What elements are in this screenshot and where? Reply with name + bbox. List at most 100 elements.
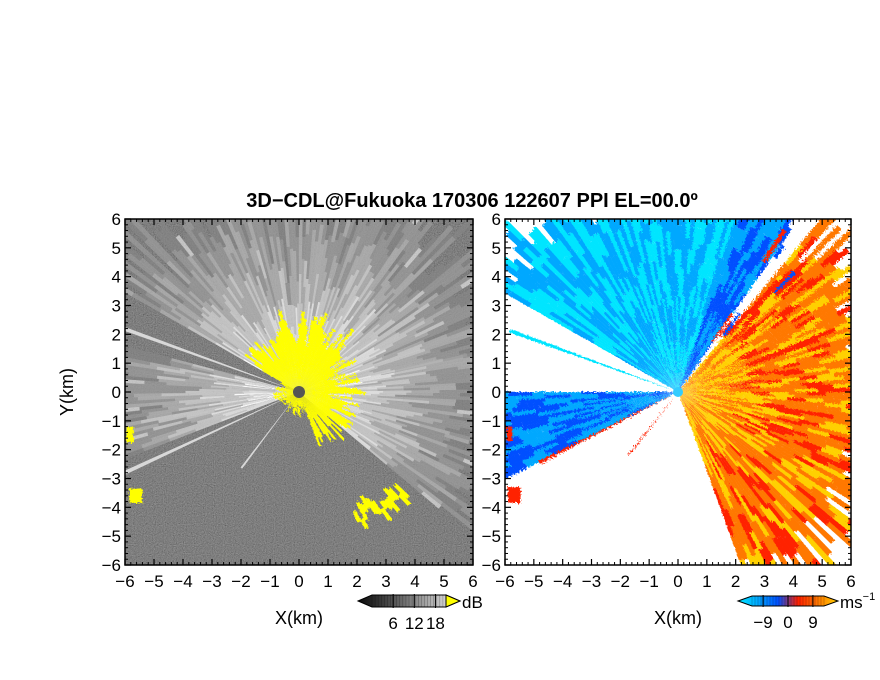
x-tick-label: −1	[260, 572, 279, 591]
velocity-cell-positive	[787, 440, 812, 455]
reflectivity-ray-cell	[362, 354, 385, 366]
velocity-cell-negative	[655, 392, 678, 402]
x-tick-label: −1	[639, 572, 658, 591]
reflectivity-ray-cell	[369, 231, 387, 260]
velocity-cell-negative	[632, 319, 646, 339]
velocity-cell-positive	[771, 400, 795, 407]
velocity-cell-negative	[691, 318, 699, 338]
velocity-cell-negative	[696, 300, 704, 320]
velocity-cell-positive	[817, 405, 842, 412]
reflectivity-ray-cell	[308, 271, 315, 302]
reflectivity-ray-cell	[233, 219, 249, 248]
velocity-cell-negative	[662, 266, 668, 289]
strong-echo-edge	[360, 503, 369, 513]
velocity-cell-positive	[853, 396, 873, 402]
velocity-cell-positive	[697, 407, 718, 424]
velocity-cell-positive	[743, 415, 761, 424]
reflectivity-ray-cell	[177, 385, 202, 390]
reflectivity-ray-cell	[377, 388, 404, 391]
reflectivity-ray-cell	[326, 286, 336, 309]
velocity-cell-positive	[694, 366, 711, 380]
velocity-cell-positive	[704, 463, 716, 489]
velocity-cell-positive	[838, 453, 851, 464]
strong-echo-cell	[275, 387, 299, 392]
reflectivity-ray-cell	[125, 273, 153, 294]
velocity-cell-positive	[742, 399, 764, 405]
reflectivity-ray-cell	[394, 363, 420, 372]
velocity-cell-negative	[699, 337, 713, 356]
velocity-cell-negative	[685, 219, 691, 239]
velocity-cell-positive	[821, 552, 837, 565]
velocity-cell-positive	[678, 392, 700, 397]
reflectivity-ray-cell	[225, 219, 242, 249]
reflectivity-ray-cell	[402, 229, 422, 252]
reflectivity-ray-cell	[346, 332, 364, 349]
velocity-cell-positive	[698, 388, 720, 391]
velocity-cell-negative	[683, 353, 690, 374]
reflectivity-ray-cell	[394, 365, 427, 375]
reflectivity-ray-cell	[368, 220, 384, 247]
reflectivity-ray-cell	[458, 356, 473, 363]
velocity-cell-negative	[678, 372, 690, 392]
velocity-cell-positive	[780, 382, 802, 387]
velocity-cell-positive	[872, 360, 880, 368]
reflectivity-ray-cell	[442, 420, 472, 430]
velocity-cell-negative	[675, 341, 678, 367]
velocity-cell-positive	[812, 464, 835, 479]
velocity-cell-negative	[655, 279, 662, 299]
velocity-cell-negative	[698, 296, 707, 317]
velocity-cell-negative	[555, 426, 581, 439]
reflectivity-ray-cell	[262, 261, 272, 285]
reflectivity-ray-cell	[246, 395, 273, 400]
reflectivity-ray-cell	[402, 339, 425, 351]
velocity-cell-negative	[666, 163, 673, 189]
velocity-cell-positive	[789, 312, 814, 329]
velocity-cell-positive	[859, 290, 880, 306]
velocity-cell-positive	[678, 392, 689, 411]
velocity-cell-positive	[703, 417, 717, 432]
velocity-cell-positive	[739, 385, 761, 389]
velocity-cell-negative	[688, 334, 696, 355]
velocity-cell-positive	[702, 377, 727, 386]
velocity-cell-positive	[857, 309, 880, 323]
velocity-cell-negative	[633, 354, 650, 368]
velocity-cell-negative	[610, 256, 623, 275]
velocity-cell-boundary	[772, 270, 796, 295]
reflectivity-ray-cell	[242, 294, 256, 315]
reflectivity-ray-cell	[305, 219, 310, 235]
velocity-cell-positive	[715, 430, 730, 445]
velocity-cell-negative	[548, 415, 575, 425]
velocity-cell-positive	[764, 379, 783, 384]
velocity-cell-negative	[577, 410, 604, 420]
velocity-cell-negative	[678, 373, 690, 392]
velocity-cell-negative	[678, 154, 684, 178]
velocity-cell-negative	[744, 268, 759, 289]
velocity-cell-positive	[714, 355, 734, 369]
velocity-cell-negative	[715, 291, 728, 313]
velocity-cell-negative	[583, 400, 608, 407]
strong-echo-cell	[299, 350, 341, 392]
reflectivity-y-axis-label: Y(km)	[57, 368, 77, 416]
velocity-cell-negative	[692, 325, 702, 348]
strong-echo-cell	[299, 359, 346, 392]
velocity-cell-negative	[627, 267, 638, 287]
reflectivity-ray-cell	[377, 320, 399, 337]
velocity-cell-negative	[707, 280, 718, 304]
velocity-cell-negative	[624, 392, 652, 395]
velocity-cell-negative	[711, 321, 725, 341]
reflectivity-ray-cell	[359, 358, 391, 371]
velocity-cell-positive	[791, 323, 816, 339]
velocity-cell-negative	[703, 243, 711, 264]
velocity-cell-positive	[709, 427, 728, 447]
velocity-cell-positive	[825, 444, 844, 455]
velocity-cell-positive	[759, 421, 778, 430]
velocity-cell-positive	[776, 408, 802, 417]
velocity-cell-negative	[765, 219, 782, 238]
velocity-cell-negative	[522, 417, 549, 427]
velocity-cell-positive	[862, 468, 880, 483]
reflectivity-ray-cell	[235, 375, 257, 382]
velocity-cell-negative	[669, 277, 674, 301]
velocity-cell-positive	[758, 369, 780, 376]
reflectivity-ray-cell	[225, 332, 251, 354]
strong-echo-cell	[299, 392, 348, 424]
